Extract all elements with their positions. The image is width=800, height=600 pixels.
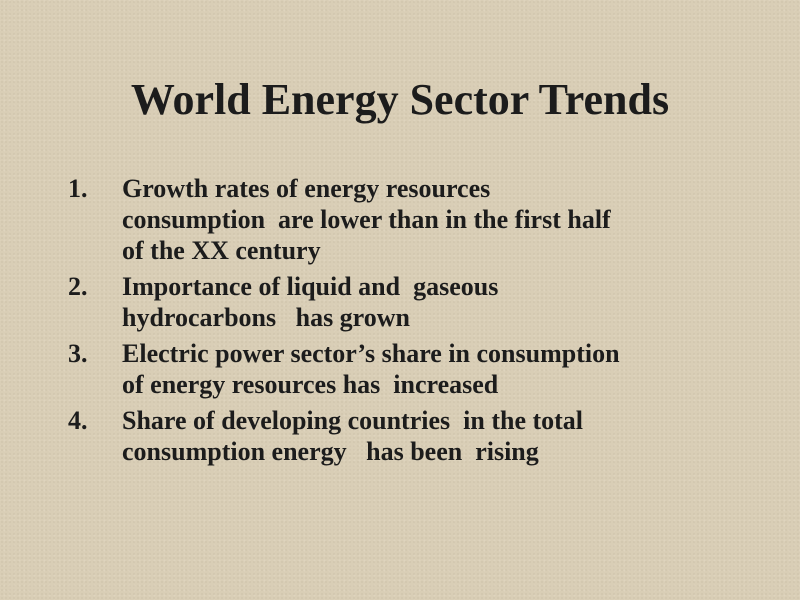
item-text: of the XX century [122, 236, 321, 265]
list-item: 3. Electric power sector’s share in consu… [0, 338, 800, 400]
item-number: 1. [68, 174, 88, 203]
item-text: Share of developing countries in the tot… [122, 406, 584, 435]
list-item: 2. Importance of liquid and gaseous hydroc… [0, 271, 800, 333]
item-text: Electric power sector’s share in consump… [122, 339, 620, 368]
list-item: 1. Growth rates of energy resources consum… [0, 173, 800, 266]
item-number: 4. [68, 406, 88, 435]
item-number: 3. [68, 339, 88, 368]
bullet-list: 1. Growth rates of energy resources consum… [0, 173, 800, 472]
item-number: 2. [68, 272, 88, 301]
item-text: hydrocarbons has grown [122, 303, 410, 332]
item-text: Growth rates of energy resources [122, 174, 491, 203]
slide-title: World Energy Sector Trends [130, 75, 670, 124]
item-text: consumption are lower than in the first … [122, 205, 611, 234]
item-text: Importance of liquid and gaseous [122, 272, 499, 301]
item-text: consumption energy has been rising [122, 437, 539, 466]
list-item: 4. Share of developing countries in the t… [0, 405, 800, 467]
item-text: of energy resources has increased [122, 370, 499, 399]
